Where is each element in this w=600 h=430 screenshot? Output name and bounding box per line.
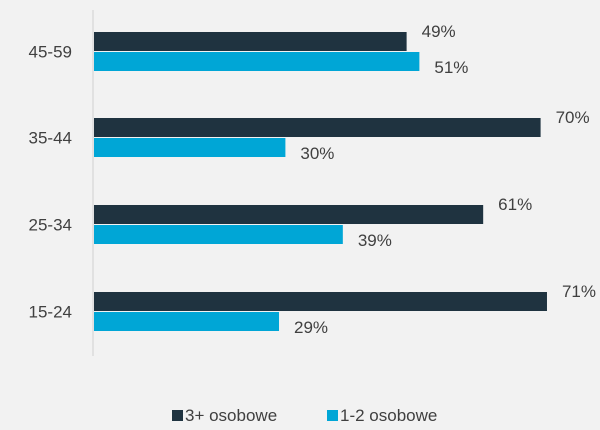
- legend-swatch: [172, 410, 183, 421]
- legend-swatch: [327, 410, 338, 421]
- legend: 3+ osobowe 1-2 osobowe: [172, 406, 437, 425]
- category-label: 45-59: [29, 43, 72, 62]
- category-labels: 45-59 35-44 25-34 15-24: [29, 43, 72, 322]
- bar: [94, 138, 286, 157]
- data-label: 70%: [556, 108, 590, 127]
- bar: [94, 292, 547, 311]
- category-label: 15-24: [29, 303, 72, 322]
- bars-group: [94, 32, 547, 331]
- bar: [94, 32, 407, 51]
- bar: [94, 312, 280, 331]
- data-label: 71%: [562, 282, 596, 301]
- data-label: 61%: [498, 195, 532, 214]
- value-labels: 49% 51% 70% 30% 61% 39% 71% 29%: [294, 22, 596, 337]
- data-label: 30%: [300, 144, 334, 163]
- bar: [94, 225, 343, 244]
- data-label: 49%: [422, 22, 456, 41]
- bar: [94, 52, 420, 71]
- bar: [94, 118, 541, 137]
- data-label: 39%: [358, 231, 392, 250]
- legend-label: 1-2 osobowe: [340, 406, 437, 425]
- category-label: 35-44: [29, 129, 72, 148]
- data-label: 29%: [294, 318, 328, 337]
- category-label: 25-34: [29, 216, 72, 235]
- data-label: 51%: [434, 58, 468, 77]
- bar: [94, 205, 484, 224]
- legend-label: 3+ osobowe: [185, 406, 277, 425]
